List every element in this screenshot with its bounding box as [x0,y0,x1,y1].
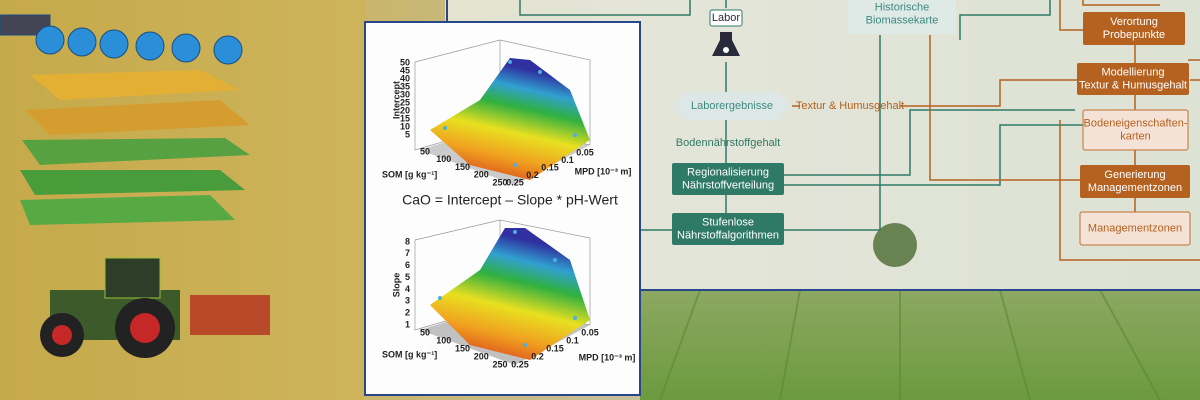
tick-label: 15 [400,113,410,123]
flow-node [1077,63,1189,95]
z-axis-label: Slope [391,273,401,298]
flow-node-label: Labor [712,12,740,24]
flow-node [1082,109,1189,151]
tick-label: 0.1 [566,335,579,345]
tick-label: 250 [492,359,507,369]
flow-node [709,9,743,27]
flow-node [1080,165,1190,198]
labor-flask [712,32,740,56]
tick-label: 40 [400,73,410,83]
tick-label: 50 [420,146,430,156]
flow-node-label: Historische [875,1,929,13]
tick-label: 0.05 [576,147,594,157]
tick-label: 0.05 [581,327,599,337]
flow-node [1079,211,1191,246]
tick-label: 35 [400,81,410,91]
tick-label: 8 [405,236,410,246]
flow-node [848,0,956,34]
flow-node-label: karten [1120,130,1151,142]
layered-maps [20,70,250,225]
green-field [640,290,1200,400]
tick-label: 150 [455,343,470,353]
tick-label: 250 [492,177,507,187]
flow-node [672,92,792,120]
tick-label: 0.25 [511,359,529,369]
flow-node-label: Bodeneigenschaften- [1084,117,1188,129]
x-axis-label: SOM [g kg⁻¹] [382,169,437,179]
tick-label: 0.15 [541,162,559,172]
flow-node-label: Stufenlose [702,216,754,228]
tick-label: 4 [405,284,410,294]
surface [430,228,590,360]
tick-label: 2 [405,308,410,318]
flow-node-label: Modellierung [1102,66,1165,78]
flow-node-label: Regionalisierung [687,166,769,178]
tick-label: 200 [474,170,489,180]
surface [430,58,590,180]
edge-label: Bodennährstoffgehalt [676,137,780,149]
z-axis-label: Intercept [391,81,401,119]
y-axis-label: MPD [10⁻³ m] [579,352,636,362]
flow-node [672,213,784,245]
flow-node [672,163,784,195]
tick-label: 3 [405,296,410,306]
tick-label: 25 [400,97,410,107]
tick-label: 100 [436,154,451,164]
tick-label: 1 [405,319,410,329]
tick-label: 0.2 [526,170,539,180]
tick-label: 200 [474,351,489,361]
tick-label: 0.15 [546,343,564,353]
tree [873,223,917,267]
flow-node [1083,12,1185,45]
tick-label: 5 [405,272,410,282]
tick-label: 0.1 [561,155,574,165]
flow-node-label: Textur & Humusgehalt [1079,79,1187,91]
formula: CaO = Intercept – Slope * pH-Wert [402,192,618,208]
flow-node-label: Nährstoffverteilung [682,179,774,191]
flow-node-label: Managementzonen [1088,182,1182,194]
flow-node-label: Managementzonen [1088,222,1182,234]
tick-label: 30 [400,89,410,99]
tick-label: 6 [405,260,410,270]
tractor [40,257,270,358]
x-axis-label: SOM [g kg⁻¹] [382,349,437,359]
tick-label: 20 [400,105,410,115]
tick-label: 7 [405,248,410,258]
flow-node-label: Probepunkte [1103,29,1165,41]
tick-label: 50 [400,57,410,67]
hay-bales [0,14,243,65]
flow-node-label: Nährstoffalgorithmen [677,229,779,241]
tick-label: 5 [405,129,410,139]
tick-label: 10 [400,121,410,131]
flow-node-label: Verortung [1110,16,1158,28]
tick-label: 0.25 [506,177,524,187]
flow-node-label: Generierung [1104,169,1165,181]
tick-label: 50 [420,327,430,337]
field-rows [659,289,1161,400]
edge-label: Textur & Humusgehalt [796,100,904,112]
tick-label: 150 [455,162,470,172]
y-axis-label: MPD [10⁻³ m] [575,166,632,176]
tick-label: 0.2 [531,351,544,361]
tick-label: 100 [436,335,451,345]
sample-points [438,60,577,347]
flow-node-label: Laborergebnisse [691,100,773,112]
flow-node-label: Biomassekarte [866,14,939,26]
tick-label: 45 [400,65,410,75]
